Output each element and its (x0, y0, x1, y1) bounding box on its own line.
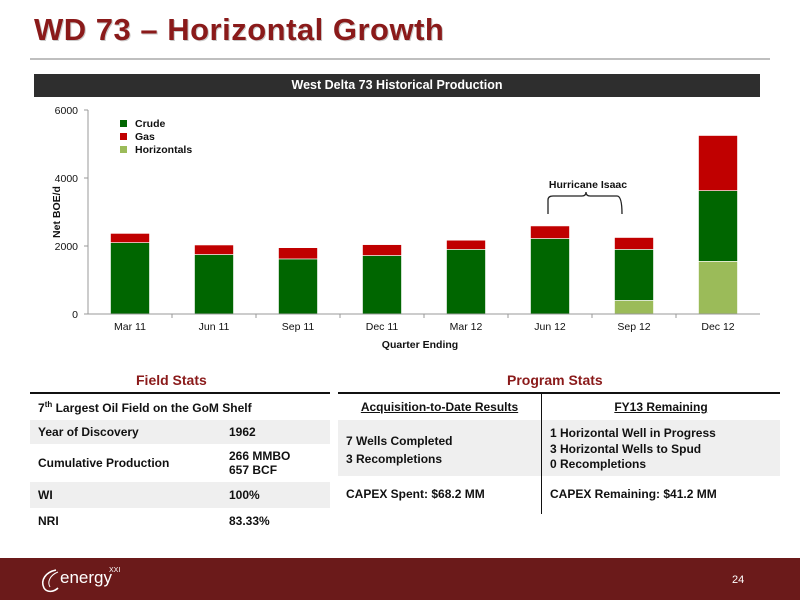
x-tick-label: Sep 12 (617, 321, 650, 333)
bar-crude (194, 254, 234, 315)
field-stats-heading: 7th Largest Oil Field on the GoM Shelf (38, 399, 252, 415)
bar-crude (698, 190, 738, 262)
y-axis-label: Net BOE/d (51, 186, 63, 238)
annotation-bracket (547, 191, 623, 215)
bar-gas (446, 239, 486, 250)
field-stats-table: 7th Largest Oil Field on the GoM Shelf Y… (30, 394, 330, 534)
bar-gas (110, 233, 150, 243)
bar-gas (698, 135, 738, 191)
chart-title: West Delta 73 Historical Production (34, 74, 760, 97)
program-stats-divider (541, 394, 542, 514)
program-stats-rule (338, 392, 780, 394)
production-chart: 0 2000 4000 6000 Mar 11 Jun 11 Sep 11 Dec 11 Ma… (51, 105, 760, 351)
x-tick-label: Sep 11 (282, 321, 315, 333)
table-row: NRI 83.33% (30, 508, 330, 534)
field-stats-title: Field Stats (136, 372, 207, 388)
table-row: Year of Discovery 1962 (30, 420, 330, 444)
row-value: 266 MMBO 657 BCF (229, 449, 291, 477)
bar-crude (278, 258, 318, 315)
legend-swatch (120, 133, 127, 140)
row-label: Cumulative Production (38, 456, 170, 470)
x-tick-label: Mar 12 (450, 321, 483, 333)
bar-crude (614, 249, 654, 301)
x-tick-label: Dec 11 (366, 321, 399, 333)
row-label: WI (38, 488, 53, 502)
hurricane-isaac-annotation: Hurricane Isaac (547, 179, 627, 215)
legend-label: Crude (135, 118, 165, 130)
x-tick-label: Jun 12 (534, 321, 566, 333)
bar-gas (614, 237, 654, 250)
page-number: 24 (732, 574, 745, 586)
legend-swatch (120, 120, 127, 127)
row-label: Year of Discovery (38, 425, 139, 439)
table-row: WI 100% (30, 482, 330, 508)
program-col2-remaining: 1 Horizontal Well in Progress 3 Horizont… (550, 426, 716, 471)
y-tick-label: 2000 (55, 241, 79, 253)
row-label: NRI (38, 514, 59, 528)
y-tick-label: 6000 (55, 105, 79, 117)
bar-horizontals (614, 300, 654, 315)
bar-crude (446, 249, 486, 315)
bar-horizontals (698, 260, 738, 315)
legend-label: Gas (135, 131, 155, 143)
program-col2-bg (542, 420, 780, 476)
slide-title: WD 73 – Horizontal Growth (34, 12, 445, 47)
bar-gas (530, 225, 570, 239)
x-tick-label: Jun 11 (199, 321, 230, 333)
bar-gas (194, 244, 234, 255)
row-value: 100% (229, 488, 260, 502)
legend-label: Horizontals (135, 144, 192, 156)
bar-crude (110, 242, 150, 315)
footer-bar (0, 558, 800, 600)
table-row: Cumulative Production 266 MMBO 657 BCF (30, 444, 330, 482)
logo-superscript: XXI (109, 567, 121, 574)
bar-gas (362, 244, 402, 256)
field-stats-heading-row: 7th Largest Oil Field on the GoM Shelf (30, 394, 330, 420)
x-tick-label: Dec 12 (701, 321, 734, 333)
bar-crude (362, 255, 402, 315)
swoosh-logo-icon (41, 569, 59, 593)
title-divider (30, 58, 770, 60)
logo-text: energy (60, 568, 112, 587)
field-stats-rule (30, 392, 330, 394)
program-col1-header: Acquisition-to-Date Results (360, 400, 519, 414)
program-col1-results: 7 Wells Completed 3 Recompletions (346, 434, 453, 466)
bar-crude (530, 238, 570, 315)
program-col2-header: FY13 Remaining (614, 400, 708, 414)
x-tick-label: Mar 11 (114, 321, 146, 333)
program-stats-title: Program Stats (507, 372, 603, 388)
row-value: 83.33% (229, 514, 270, 528)
program-col1-bg (338, 420, 541, 476)
x-axis-label: Quarter Ending (382, 339, 458, 351)
legend-swatch (120, 146, 127, 153)
capex-remaining: CAPEX Remaining: $41.2 MM (550, 487, 717, 501)
y-tick-label: 0 (72, 309, 78, 321)
y-tick-label: 4000 (55, 173, 79, 185)
bar-gas (278, 247, 318, 260)
row-value: 1962 (229, 425, 256, 439)
annotation-label: Hurricane Isaac (549, 179, 627, 191)
capex-spent: CAPEX Spent: $68.2 MM (346, 487, 485, 501)
